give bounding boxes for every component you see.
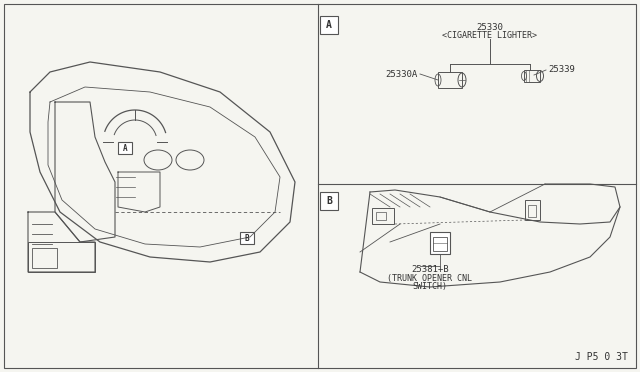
Text: J P5 0 3T: J P5 0 3T [575,352,628,362]
Text: (TRUNK OPENER CNL: (TRUNK OPENER CNL [387,275,472,283]
Text: 25339: 25339 [548,64,575,74]
Bar [28,242,95,272]
Bar [118,142,132,154]
Bar [240,232,254,244]
Text: A: A [123,144,127,153]
Bar [372,208,394,224]
Text: SWITCH): SWITCH) [413,282,447,292]
Text: B: B [326,196,332,206]
Bar [376,212,386,220]
Text: <CIGARETTE LIGHTER>: <CIGARETTE LIGHTER> [442,31,538,39]
Bar [32,248,57,268]
Text: 25381+B: 25381+B [411,266,449,275]
Bar [433,237,447,251]
Text: A: A [326,20,332,30]
Bar [320,16,338,34]
Bar [525,200,540,220]
Text: 25330: 25330 [477,22,504,32]
Bar [438,72,462,88]
Bar [524,70,540,82]
Text: B: B [244,234,250,243]
Bar [430,232,450,254]
Bar [320,192,338,210]
Text: 25330A: 25330A [386,70,418,78]
Bar [528,205,536,217]
